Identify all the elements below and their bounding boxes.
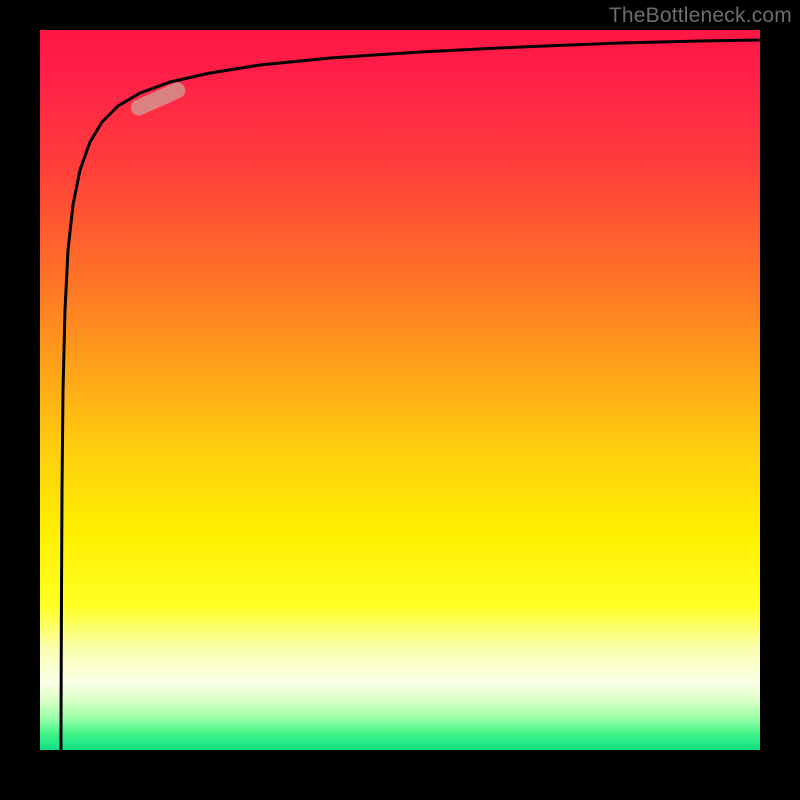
bottleneck-curve-chart xyxy=(0,0,800,800)
watermark-text: TheBottleneck.com xyxy=(609,4,792,28)
chart-stage: TheBottleneck.com xyxy=(0,0,800,800)
plot-gradient-fill xyxy=(40,30,760,750)
plot-area xyxy=(40,30,760,750)
